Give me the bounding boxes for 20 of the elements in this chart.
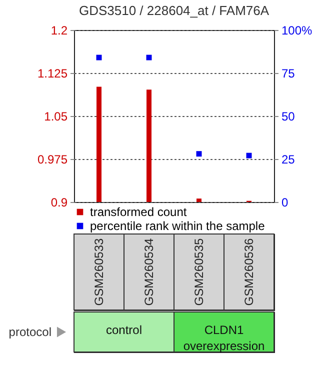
x-tick-label: GSM260534 [142,238,156,306]
y-tick-label: 1.125 [37,66,68,80]
legend-label: percentile rank within the sample [90,219,266,233]
text: protocol [8,325,52,339]
y2-tick-label: 25 [282,152,296,166]
y-tick-label: 1.2 [50,24,68,38]
y2-tick-label: 75 [282,66,296,80]
y-tick-label: 1.05 [44,110,68,124]
text: CLDN1 overexpression [183,323,265,353]
chart-title: GDS3510 / 228604_at / FAM76A [78,3,270,18]
y-tick-label: 0.9 [50,196,68,210]
y2-tick-label: 50 [282,110,296,124]
y2-tick-label: 100% [282,24,313,38]
legend-label: transformed count [90,205,188,219]
x-tick-label: GSM260535 [192,238,206,306]
x-tick-label: GSM260536 [242,238,256,306]
y2-tick-label: 0 [282,196,288,210]
x-tick-label: GSM260533 [92,238,106,306]
y-tick-label: 0.975 [37,152,68,166]
text: control [106,323,142,337]
